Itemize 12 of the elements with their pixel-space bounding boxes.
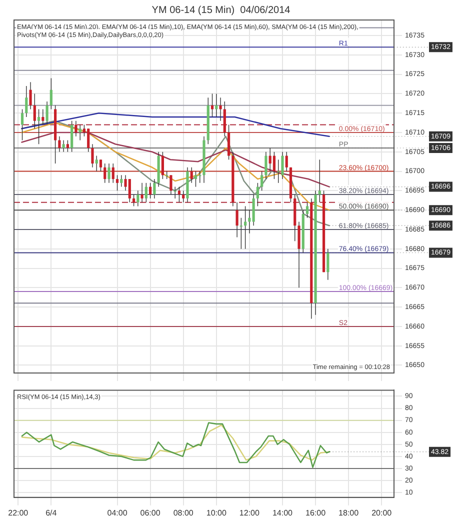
x-tick-label: 16:00 — [306, 508, 326, 518]
chart-title: YM 06-14 (15 Min) 04/06/2014 — [152, 4, 291, 16]
x-tick-label: 22:00 — [8, 508, 29, 518]
x-tick-label: 6/4 — [46, 508, 58, 518]
x-tick-label: 06:00 — [140, 508, 161, 518]
x-tick-label: 08:00 — [173, 508, 194, 518]
x-tick-label: 10:00 — [206, 508, 227, 518]
x-tick-label: 14:00 — [272, 508, 294, 518]
x-tick-label: 12:00 — [239, 508, 260, 518]
x-tick-label: 20:00 — [372, 508, 392, 518]
x-tick-label: 18:00 — [338, 508, 360, 518]
x-tick-label: 04:00 — [107, 508, 128, 518]
